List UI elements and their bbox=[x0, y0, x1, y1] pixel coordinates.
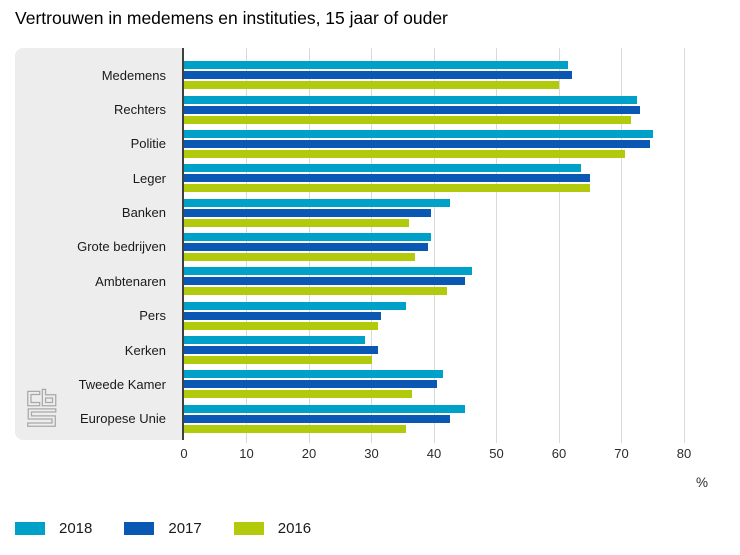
gridline bbox=[433, 48, 435, 443]
legend-item-2017: 2017 bbox=[124, 520, 202, 537]
bar-2016 bbox=[184, 356, 372, 365]
bar-2017 bbox=[184, 414, 450, 423]
bar-2018 bbox=[184, 404, 466, 413]
unit-label: % bbox=[695, 475, 708, 490]
category-label: Europese Unie bbox=[80, 411, 166, 427]
bar-group-leger bbox=[184, 161, 712, 195]
legend-item-2018: 2018 bbox=[15, 520, 92, 537]
bar-2018 bbox=[184, 164, 581, 173]
x-axis: 0 10 20 30 40 50 60 70 80 bbox=[180, 446, 712, 462]
x-tick-label: 0 bbox=[180, 446, 188, 461]
bar-2016 bbox=[184, 252, 416, 261]
bar-2018 bbox=[184, 301, 406, 310]
bar-2018 bbox=[184, 129, 653, 138]
legend: 2018 2017 2016 bbox=[15, 520, 311, 537]
x-tick-label: 80 bbox=[676, 446, 692, 461]
category-label: Pers bbox=[139, 308, 166, 324]
bar-2018 bbox=[184, 267, 472, 276]
bar-group-banken bbox=[184, 195, 712, 229]
chart-title: Vertrouwen in medemens en instituties, 1… bbox=[15, 8, 448, 28]
category-label: Banken bbox=[121, 205, 166, 221]
gridline bbox=[496, 48, 497, 443]
legend-label: 2016 bbox=[277, 520, 312, 537]
cbs-logo bbox=[27, 388, 57, 427]
bar-2016 bbox=[184, 390, 413, 399]
x-tick-label: 60 bbox=[551, 446, 567, 461]
bar-group-grote-bedrijven bbox=[184, 230, 712, 264]
bar-2016 bbox=[184, 218, 409, 227]
plot-area bbox=[184, 48, 712, 443]
x-tick-label: 30 bbox=[364, 446, 379, 461]
category-label: Grote bedrijven bbox=[77, 239, 166, 255]
bar-2018 bbox=[184, 370, 444, 379]
bar-2017 bbox=[184, 71, 572, 80]
bar-2016 bbox=[184, 81, 559, 90]
bar-2017 bbox=[184, 174, 591, 183]
legend-label: 2018 bbox=[59, 520, 93, 537]
bar-group-kerken bbox=[184, 333, 712, 367]
legend-label: 2017 bbox=[168, 520, 202, 537]
category-label: Medemens bbox=[101, 67, 166, 83]
category-labels-panel: Medemens Rechters Politie Leger Banken Grote … bbox=[15, 48, 182, 440]
legend-swatch-2018 bbox=[15, 522, 45, 535]
legend-item-2016: 2016 bbox=[233, 520, 312, 537]
bar-2017 bbox=[184, 311, 381, 320]
y-axis-line bbox=[182, 48, 184, 440]
x-tick-label: 70 bbox=[614, 446, 629, 461]
x-tick-label: 50 bbox=[489, 446, 504, 461]
gridline bbox=[621, 48, 622, 443]
bar-2018 bbox=[184, 198, 450, 207]
bar-2018 bbox=[184, 336, 366, 345]
bar-2016 bbox=[184, 184, 591, 193]
bar-2018 bbox=[184, 61, 569, 70]
bar-group-pers bbox=[184, 299, 712, 333]
legend-swatch-2016 bbox=[233, 522, 264, 535]
bar-2017 bbox=[184, 105, 641, 114]
gridline bbox=[558, 48, 560, 443]
category-label: Rechters bbox=[113, 102, 166, 118]
category-label: Ambtenaren bbox=[95, 273, 166, 289]
category-label: Politie bbox=[130, 136, 166, 152]
bar-2017 bbox=[184, 346, 378, 355]
legend-swatch-2017 bbox=[124, 522, 155, 535]
category-label: Kerken bbox=[124, 342, 166, 358]
bar-group-politie bbox=[184, 127, 712, 161]
bar-2016 bbox=[184, 424, 406, 433]
bar-2017 bbox=[184, 242, 428, 251]
category-label: Tweede Kamer bbox=[78, 376, 166, 392]
category-label: Leger bbox=[132, 170, 166, 186]
bar-group-rechters bbox=[184, 92, 712, 126]
bar-group-europese-unie bbox=[184, 402, 712, 436]
bar-2016 bbox=[184, 287, 447, 296]
bar-group-ambtenaren bbox=[184, 264, 712, 298]
x-tick-label: 20 bbox=[301, 446, 317, 461]
bar-2016 bbox=[184, 149, 625, 158]
bar-group-medemens bbox=[184, 58, 712, 92]
bar-2018 bbox=[184, 95, 638, 104]
chart-card: Medemens Rechters Politie Leger Banken Grote … bbox=[15, 48, 712, 443]
bar-2017 bbox=[184, 277, 466, 286]
x-tick-label: 40 bbox=[426, 446, 442, 461]
bar-2018 bbox=[184, 232, 431, 241]
bar-2017 bbox=[184, 208, 431, 217]
bar-2017 bbox=[184, 139, 650, 148]
gridline bbox=[683, 48, 685, 443]
bar-2016 bbox=[184, 321, 378, 330]
bar-group-tweede-kamer bbox=[184, 367, 712, 401]
x-tick-label: 10 bbox=[239, 446, 254, 461]
bar-2016 bbox=[184, 115, 631, 124]
bar-2017 bbox=[184, 380, 438, 389]
